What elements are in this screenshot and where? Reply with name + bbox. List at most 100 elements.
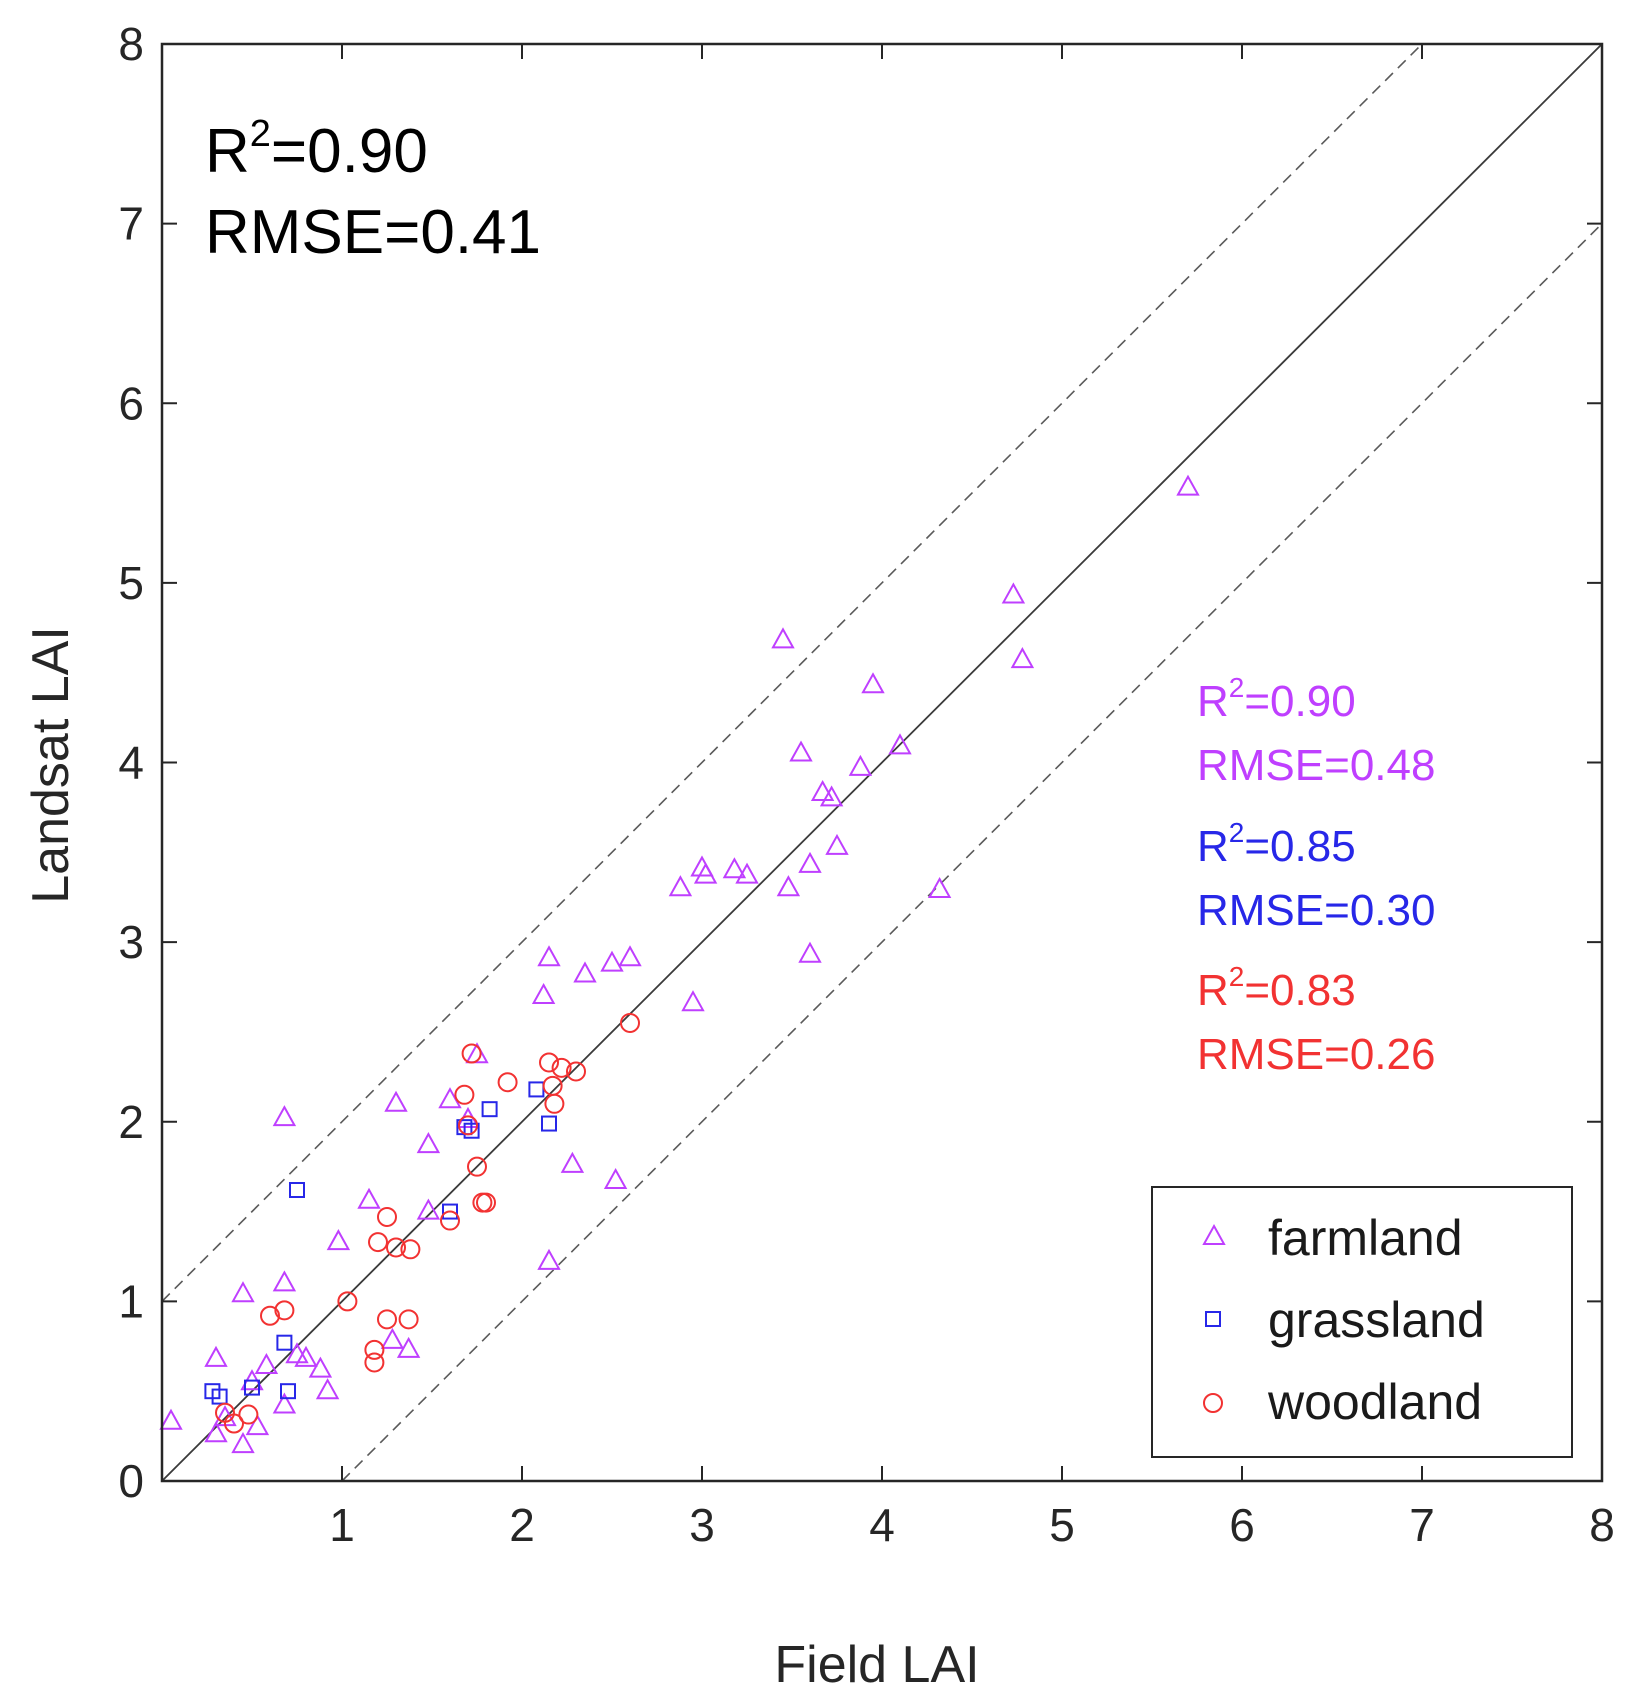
farmland-point (848, 754, 873, 776)
farmland-point (294, 1345, 318, 1367)
y-tick-label: 4 (118, 737, 144, 789)
woodland-point (539, 1052, 559, 1073)
series-grassland (204, 1081, 557, 1405)
x-axis-label: Field LAI (774, 1636, 979, 1694)
farmland-point (245, 1414, 270, 1436)
farmland-point (1010, 647, 1035, 669)
farmland-point (927, 876, 952, 899)
offset-line-1 (161, 43, 1423, 1302)
legend-marker-farmland (1202, 1223, 1226, 1245)
farmland-point (204, 1421, 228, 1443)
woodland-point (238, 1404, 259, 1425)
grassland-point (442, 1203, 458, 1220)
woodland-point (467, 1156, 487, 1177)
y-tick-label: 7 (118, 198, 144, 250)
y-axis-ticks: 0 1 2 3 4 5 6 7 8 (118, 18, 1602, 1507)
woodland-point (458, 1115, 478, 1136)
y-tick-label: 2 (118, 1096, 144, 1148)
series-stats-annotations: R2=0.90 RMSE=0.48 R2=0.85 RMSE=0.30 R2=0… (1197, 672, 1435, 1079)
woodland-r2-annotation: R2=0.83 (1197, 961, 1356, 1015)
farmland-point (798, 941, 822, 963)
farmland-point (308, 1356, 333, 1378)
legend-box (1151, 1186, 1573, 1458)
farmland-point (315, 1378, 340, 1400)
farmland-point (798, 851, 822, 873)
farmland-point (537, 1248, 561, 1270)
farmland-point (531, 982, 556, 1005)
woodland-point (377, 1206, 397, 1227)
farmland-point (600, 950, 624, 972)
farmland-point (384, 1090, 408, 1112)
woodland-point (440, 1210, 460, 1231)
woodland-point (551, 1057, 572, 1078)
farmland-point (537, 945, 561, 967)
woodland-point (566, 1061, 586, 1082)
farmland-point (231, 1432, 255, 1454)
grassland-point (481, 1101, 498, 1118)
y-tick-label: 6 (118, 377, 144, 429)
woodland-point (544, 1093, 565, 1114)
farmland-point (272, 1270, 297, 1292)
farmland-point (888, 733, 912, 755)
x-axis-ticks: 1 2 3 4 5 6 7 8 (329, 44, 1615, 1551)
grassland-point (463, 1122, 480, 1139)
farmland-point (603, 1167, 628, 1190)
farmland-rmse-annotation: RMSE=0.48 (1197, 741, 1435, 790)
legend-label-grassland: grassland (1268, 1292, 1485, 1348)
farmland-r2-annotation: R2=0.90 (1197, 672, 1356, 726)
x-tick-label: 8 (1589, 1499, 1615, 1551)
farmland-point (771, 627, 795, 649)
farmland-point (1001, 582, 1026, 604)
farmland-point (693, 862, 718, 884)
farmland-point (159, 1408, 183, 1430)
y-tick-label: 0 (118, 1455, 144, 1507)
farmland-point (618, 945, 642, 967)
grassland-point (541, 1115, 557, 1132)
farmland-point (560, 1151, 585, 1173)
x-tick-label: 2 (509, 1499, 535, 1551)
farmland-point (735, 862, 759, 884)
overall-rmse-annotation: RMSE=0.41 (205, 198, 541, 267)
farmland-point (204, 1345, 228, 1367)
x-tick-label: 1 (329, 1499, 355, 1551)
farmland-point (573, 961, 597, 983)
woodland-point (337, 1291, 358, 1312)
y-tick-label: 3 (118, 916, 144, 968)
grassland-r2-annotation: R2=0.85 (1197, 817, 1356, 871)
farmland-point (819, 785, 844, 807)
y-tick-label: 5 (118, 557, 144, 609)
farmland-point (396, 1336, 421, 1358)
farmland-point (681, 990, 705, 1012)
grassland-point (244, 1379, 260, 1396)
woodland-point (398, 1309, 419, 1330)
farmland-point (668, 875, 693, 897)
farmland-point (861, 672, 885, 694)
farmland-point (272, 1105, 297, 1127)
farmland-point (825, 833, 849, 855)
farmland-point (1176, 474, 1200, 496)
farmland-point (416, 1132, 441, 1154)
data-points (159, 474, 1200, 1454)
farmland-point (380, 1327, 405, 1349)
series-farmland (159, 474, 1200, 1454)
y-axis-label: Landsat LAI (22, 626, 80, 904)
legend-label-woodland: woodland (1267, 1374, 1482, 1430)
woodland-point (224, 1413, 244, 1434)
woodland-point (274, 1300, 295, 1321)
woodland-point (400, 1239, 421, 1260)
grassland-point (280, 1383, 296, 1400)
farmland-point (357, 1187, 381, 1209)
farmland-point (465, 1042, 489, 1064)
farmland-point (254, 1352, 279, 1375)
farmland-point (416, 1198, 441, 1220)
farmland-point (272, 1392, 297, 1414)
woodland-point (386, 1237, 406, 1258)
farmland-point (722, 857, 747, 879)
woodland-point (260, 1305, 280, 1326)
woodland-point (454, 1084, 475, 1105)
woodland-point (476, 1192, 496, 1213)
legend: farmland grassland woodland (1151, 1186, 1573, 1458)
woodland-point (497, 1072, 518, 1093)
overall-stats-annotation: R2=0.90 RMSE=0.41 (205, 113, 541, 267)
